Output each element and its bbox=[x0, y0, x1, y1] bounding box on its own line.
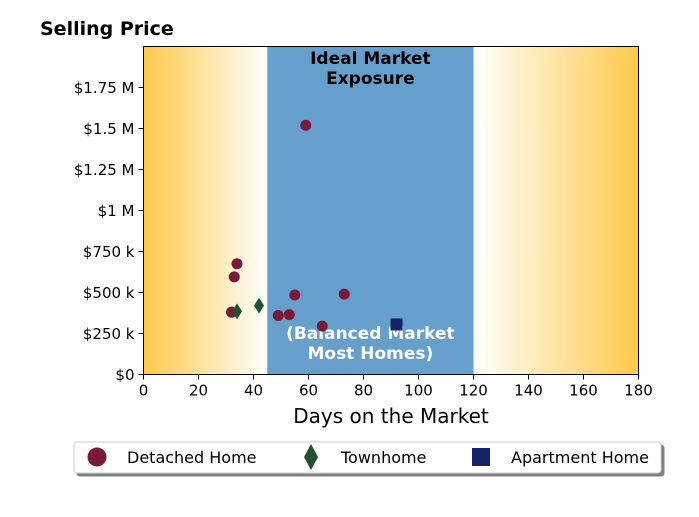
x-tick-label: 60 bbox=[299, 382, 318, 400]
band-0 bbox=[143, 46, 268, 375]
detached-home-point bbox=[231, 258, 243, 270]
y-tick-label: $1.75 M bbox=[74, 79, 135, 97]
legend-frame bbox=[73, 441, 662, 474]
legend-marker-apartment-home bbox=[472, 448, 490, 466]
y-tick-label: $750 k bbox=[83, 243, 135, 261]
x-tick-label: 180 bbox=[624, 382, 653, 400]
y-tick-label: $500 k bbox=[83, 284, 135, 302]
band-1 bbox=[267, 46, 474, 375]
legend-marker-townhome bbox=[304, 444, 318, 470]
y-tick-label: $1.25 M bbox=[74, 161, 135, 179]
legend: Detached Home Townhome Apartment Home bbox=[73, 441, 662, 474]
x-tick-label: 80 bbox=[354, 382, 373, 400]
y-tick-label: $1 M bbox=[98, 202, 135, 220]
legend-label-apartment-home: Apartment Home bbox=[511, 448, 649, 467]
data-points bbox=[226, 119, 403, 332]
y-tick-label: $1.5 M bbox=[83, 120, 134, 138]
legend-label-detached-home: Detached Home bbox=[127, 448, 257, 467]
band-label-bottom-line: (Balanced Market bbox=[286, 324, 455, 344]
band-label-bottom: (Balanced Market Most Homes) bbox=[286, 324, 455, 364]
band-2 bbox=[473, 46, 639, 375]
detached-home-point bbox=[272, 309, 284, 321]
x-tick-label: 140 bbox=[514, 382, 543, 400]
x-axis: 0 20 40 60 80 100 120 140 160 180 bbox=[139, 374, 653, 400]
band-label-top-line: Exposure bbox=[326, 69, 415, 89]
y-tick-label: $0 bbox=[115, 366, 134, 384]
band-label-top: Ideal Market Exposure bbox=[310, 49, 431, 89]
detached-home-point bbox=[316, 320, 328, 332]
x-axis-label: Days on the Market bbox=[293, 404, 489, 428]
apartment-home-point bbox=[390, 318, 403, 331]
detached-home-point bbox=[228, 271, 240, 283]
detached-home-point bbox=[289, 289, 301, 301]
x-tick-label: 40 bbox=[244, 382, 263, 400]
x-tick-label: 0 bbox=[139, 382, 149, 400]
legend-label-townhome: Townhome bbox=[340, 448, 426, 467]
band-layer bbox=[143, 46, 639, 375]
townhome-point bbox=[254, 297, 264, 314]
band-label-layer: Ideal Market Exposure (Balanced Market Most… bbox=[286, 49, 455, 364]
detached-home-point bbox=[283, 309, 295, 321]
x-tick-label: 100 bbox=[404, 382, 433, 400]
x-tick-label: 120 bbox=[459, 382, 488, 400]
band-label-top-line: Ideal Market bbox=[310, 49, 431, 69]
x-tick-label: 160 bbox=[569, 382, 598, 400]
detached-home-point bbox=[338, 288, 350, 300]
townhome-point bbox=[232, 303, 242, 320]
x-tick-label: 20 bbox=[189, 382, 208, 400]
detached-home-point bbox=[300, 119, 312, 131]
y-axis: $0 $250 k $500 k $750 k $1 M $1.25 M $1.5 M $1.… bbox=[74, 79, 144, 384]
chart-title: Selling Price bbox=[40, 18, 174, 40]
band-label-bottom-line: Most Homes) bbox=[307, 344, 433, 364]
y-tick-label: $250 k bbox=[83, 325, 135, 343]
legend-marker-detached-home bbox=[87, 447, 107, 467]
